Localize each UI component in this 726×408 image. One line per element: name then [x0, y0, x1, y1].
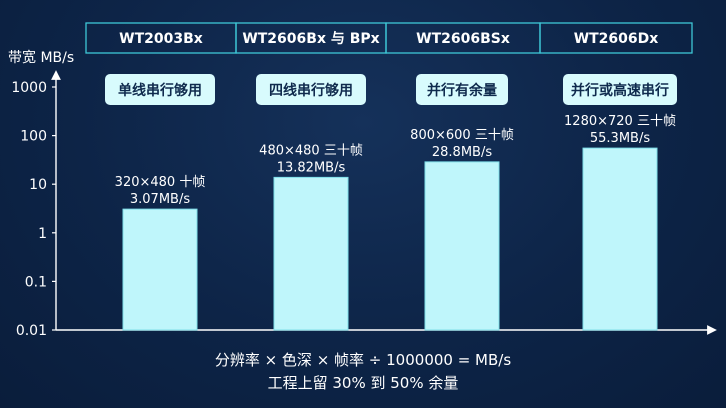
formula-text: 分辨率 × 色深 × 帧率 ÷ 1000000 = MB/s — [214, 351, 512, 369]
usage-tag — [563, 74, 677, 105]
chip-header-label: WT2606Bx 与 BPx — [242, 31, 379, 47]
usage-tag-label: 并行或高速串行 — [571, 82, 669, 99]
usage-tag-label: 并行有余量 — [427, 82, 497, 99]
chip-header-label: WT2606BSx — [416, 31, 510, 47]
y-tick-label: 100 — [20, 129, 47, 145]
bar-resolution-label: 1280×720 三十帧 — [564, 114, 676, 129]
usage-tag-row: 单线串行够用 四线串行够用 并行有余量 并行或高速串行 — [105, 74, 677, 105]
bar — [582, 147, 658, 331]
bar-value-label: 28.8MB/s — [432, 145, 492, 160]
y-tick-label: 1 — [38, 226, 47, 242]
y-tick-label: 0.01 — [16, 323, 47, 339]
y-tick-label: 1000 — [11, 80, 47, 96]
chip-header-row: WT2003Bx WT2606Bx 与 BPx WT2606BSx WT2606Dx — [85, 22, 693, 54]
bar — [424, 161, 500, 331]
bar-resolution-label: 320×480 十帧 — [115, 175, 206, 190]
usage-tag — [105, 74, 215, 105]
bar-value-label: 13.82MB/s — [277, 160, 346, 175]
bar-resolution-label: 800×600 三十帧 — [410, 128, 514, 143]
bar — [273, 176, 349, 331]
usage-tag — [416, 74, 508, 105]
chip-header-label: WT2003Bx — [119, 31, 203, 47]
y-tick-label: 10 — [29, 177, 47, 193]
bar-resolution-label: 480×480 三十帧 — [259, 143, 363, 158]
usage-tag-label: 单线串行够用 — [118, 82, 202, 99]
y-axis-label: 带宽 MB/s — [8, 49, 74, 66]
y-tick-label: 0.1 — [25, 274, 47, 290]
bar-series: 320×480 十帧 3.07MB/s 480×480 三十帧 13.82MB/s 80… — [115, 114, 676, 331]
bar-value-label: 3.07MB/s — [130, 192, 190, 207]
usage-tag-label: 四线串行够用 — [269, 82, 353, 99]
chip-header-cell — [539, 22, 693, 54]
bar-value-label: 55.3MB/s — [590, 131, 650, 146]
margin-note: 工程上留 30% 到 50% 余量 — [267, 374, 459, 392]
bar — [122, 208, 198, 331]
usage-tag — [256, 74, 366, 105]
chip-header-label: WT2606Dx — [574, 31, 659, 47]
